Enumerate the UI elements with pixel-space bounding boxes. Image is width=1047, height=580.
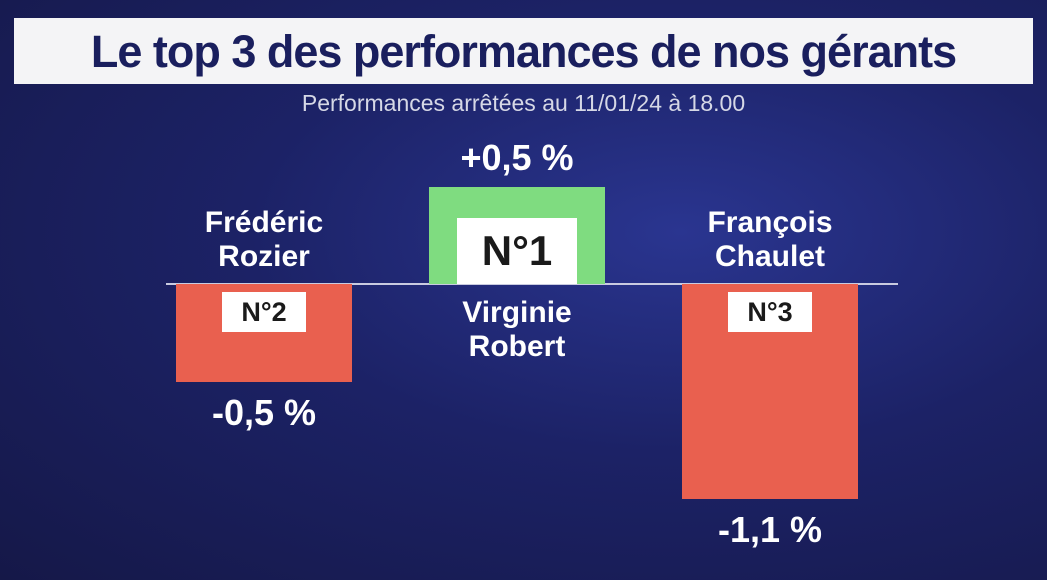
category-label: Frédéric Rozier — [204, 206, 324, 273]
value-label: -0,5 % — [211, 391, 317, 433]
chart-subtitle: Performances arrêtées au 11/01/24 à 18.0… — [301, 90, 746, 116]
value-label: +0,5 % — [460, 136, 574, 178]
rank-badge: N°1 — [457, 218, 577, 284]
chart-title: Le top 3 des performances de nos gérants — [90, 26, 957, 77]
value-label: -1,1 % — [717, 508, 823, 550]
rank-badge: N°2 — [222, 292, 306, 332]
rank-badge: N°3 — [728, 292, 812, 332]
title-band: Le top 3 des performances de nos gérants — [14, 18, 1033, 84]
category-label: François Chaulet — [707, 206, 833, 273]
category-label: Virginie Robert — [462, 296, 572, 363]
baseline — [166, 283, 898, 285]
